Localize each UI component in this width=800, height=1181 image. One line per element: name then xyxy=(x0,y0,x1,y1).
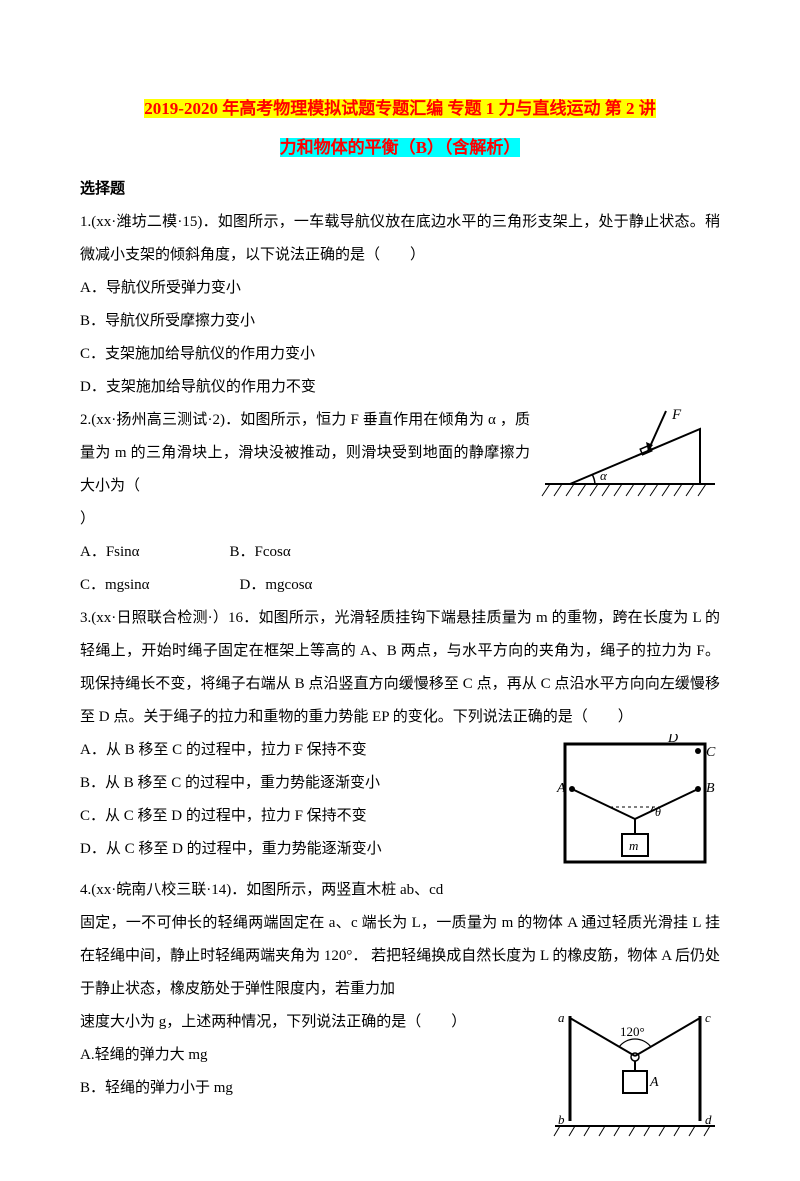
q2-options-row2: C．mgsinα D．mgcosα xyxy=(80,569,720,602)
q4-c-label: c xyxy=(705,1010,711,1025)
title-line2: 力和物体的平衡（B）（含解析） xyxy=(280,138,521,157)
question-3: 3.(xx·日照联合检测·）16．如图所示，光滑轻质挂钩下端悬挂质量为 m 的重… xyxy=(80,602,720,734)
question-4-b: 固定，一不可伸长的轻绳两端固定在 a、c 端长为 L，一质量为 m 的物体 A … xyxy=(80,907,720,1006)
svg-text:F: F xyxy=(671,407,682,423)
question-2: α F 2.(xx·扬州高三测试·2)．如图所示，恒力 F 垂直作用在倾角为 α… xyxy=(80,404,720,503)
q3-D-label: D xyxy=(667,734,678,746)
q3-B-label: B xyxy=(706,781,715,796)
q4-angle-label: 120° xyxy=(620,1024,645,1039)
q3-C-label: C xyxy=(706,745,716,760)
q4-figure: 120° A a b c d xyxy=(550,1006,720,1141)
title-line-2: 力和物体的平衡（B）（含解析） xyxy=(80,129,720,166)
frame-rope-diagram-icon: m A B C D θ xyxy=(550,734,720,874)
q2-option-D: D．mgcosα xyxy=(240,569,313,602)
q4-d-label: d xyxy=(705,1112,712,1127)
q3-m-label: m xyxy=(629,838,638,853)
q3-theta-label: θ xyxy=(655,805,661,819)
wedge-diagram-icon: α F xyxy=(540,404,720,499)
title-prefix: 2019-2020 年高考物理模拟试题专题汇编 专题 1 力与直线运动 第 2 … xyxy=(144,99,655,118)
q4-b-label: b xyxy=(558,1112,565,1127)
section-heading: 选择题 xyxy=(80,173,720,206)
q3-figure: m A B C D θ xyxy=(550,734,720,874)
q2-options-row1: A．Fsinα B．Fcosα xyxy=(80,536,720,569)
q3-A-label: A xyxy=(556,781,566,796)
q2-figure: α F xyxy=(540,404,720,499)
question-1: 1.(xx·潍坊二模·15)．如图所示，一车载导航仪放在底边水平的三角形支架上，… xyxy=(80,206,720,272)
q4-stem-a: 4.(xx·皖南八校三联·14)．如图所示，两竖直木桩 ab、cd xyxy=(80,882,443,898)
q2-option-B: B．Fcosα xyxy=(230,536,291,569)
q2-option-C: C．mgsinα xyxy=(80,569,150,602)
q4-a-label: a xyxy=(558,1010,565,1025)
q1-option-B: B．导航仪所受摩擦力变小 xyxy=(80,305,720,338)
question-4-a: 4.(xx·皖南八校三联·14)．如图所示，两竖直木桩 ab、cd xyxy=(80,874,720,907)
title-line-1: 2019-2020 年高考物理模拟试题专题汇编 专题 1 力与直线运动 第 2 … xyxy=(80,90,720,127)
svg-text:α: α xyxy=(600,468,608,483)
q2-stem-a: 2.(xx·扬州高三测试·2)．如图所示，恒力 F 垂直作用在倾角为 α ，质量… xyxy=(80,412,530,494)
q2-stem-b: ） xyxy=(80,503,720,536)
q4-stem-c: 速度大小为 g，上述两种情况，下列说法正确的是（ ） xyxy=(80,1014,466,1030)
q1-option-D: D．支架施加给导航仪的作用力不变 xyxy=(80,371,720,404)
q1-stem: 1.(xx·潍坊二模·15)．如图所示，一车载导航仪放在底边水平的三角形支架上，… xyxy=(80,214,720,263)
q1-option-C: C．支架施加给导航仪的作用力变小 xyxy=(80,338,720,371)
q4-A-label: A xyxy=(649,1075,659,1090)
q2-option-A: A．Fsinα xyxy=(80,536,140,569)
q4-stem-b: 固定，一不可伸长的轻绳两端固定在 a、c 端长为 L，一质量为 m 的物体 A … xyxy=(80,915,720,997)
q3-stem: 3.(xx·日照联合检测·）16．如图所示，光滑轻质挂钩下端悬挂质量为 m 的重… xyxy=(80,610,720,725)
posts-rope-diagram-icon: 120° A a b c d xyxy=(550,1006,720,1141)
page-root: 2019-2020 年高考物理模拟试题专题汇编 专题 1 力与直线运动 第 2 … xyxy=(0,0,800,1181)
q1-option-A: A．导航仪所受弹力变小 xyxy=(80,272,720,305)
